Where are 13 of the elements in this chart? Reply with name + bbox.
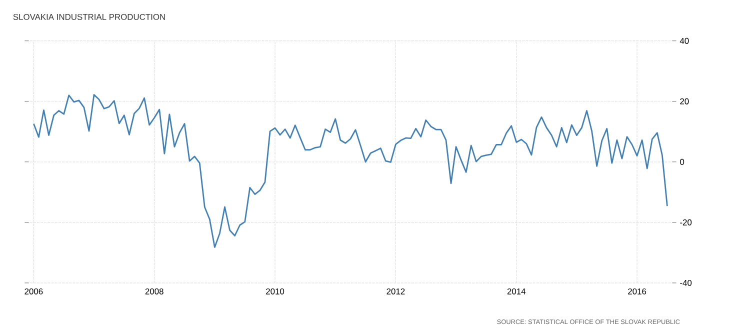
line-series bbox=[33, 94, 668, 248]
x-tick-label: 2008 bbox=[145, 288, 164, 295]
x-tick-label: 2010 bbox=[266, 288, 284, 295]
y-tick-label: -40 bbox=[680, 280, 692, 286]
x-tick-label: 2012 bbox=[386, 288, 405, 295]
y-tick-label: 0 bbox=[680, 159, 684, 165]
y-tick-label: 40 bbox=[680, 38, 689, 44]
x-tick-label: 2006 bbox=[24, 288, 43, 295]
y-tick-label: 20 bbox=[680, 98, 689, 104]
y-tick-label: -20 bbox=[680, 220, 692, 226]
x-tick-label: 2016 bbox=[628, 288, 646, 295]
chart-title: SLOVAKIA INDUSTRIAL PRODUCTION bbox=[13, 14, 165, 20]
x-tick-label: 2014 bbox=[507, 288, 526, 295]
